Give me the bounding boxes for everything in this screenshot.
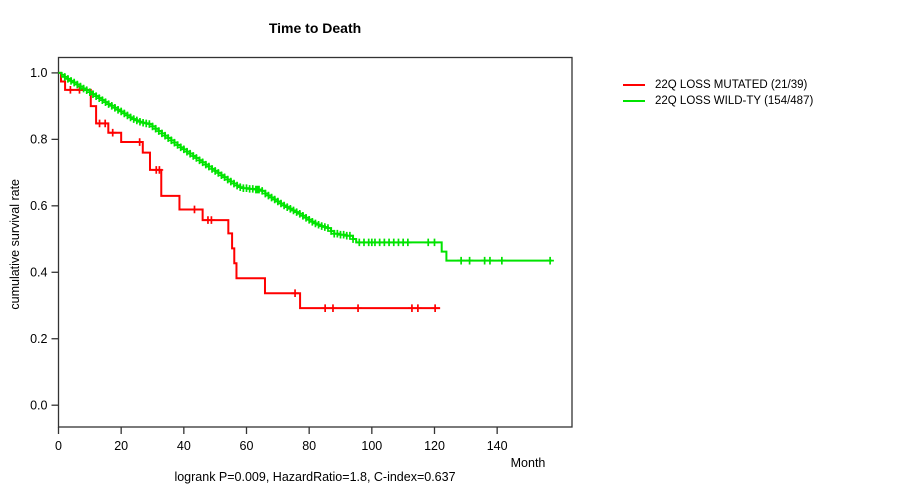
plot-title: Time to Death [268, 20, 362, 36]
y-tick-label: 0.8 [30, 133, 47, 147]
plot-frame [57, 56, 573, 428]
legend-item-wildtype: 22Q LOSS WILD-TY (154/487) [623, 95, 813, 107]
x-tick-label: 100 [361, 439, 382, 453]
y-tick-label: 1.0 [30, 66, 47, 80]
y-tick-label: 0.4 [30, 266, 47, 280]
legend-item-mutated: 22Q LOSS MUTATED (21/39) [623, 79, 813, 91]
censor-marks-0 [66, 86, 439, 312]
legend-line-swatch-red [623, 84, 645, 86]
stats-caption: logrank P=0.009, HazardRatio=1.8, C-inde… [174, 470, 456, 484]
y-tick-label: 0.6 [30, 199, 47, 213]
x-tick-label: 140 [487, 439, 508, 453]
x-tick-label: 60 [240, 439, 254, 453]
x-tick-label: 120 [424, 439, 445, 453]
y-tick-label: 0.2 [30, 332, 47, 346]
x-tick-label: 0 [55, 439, 62, 453]
survival-curve-0 [58, 71, 441, 310]
legend-label-mutated: 22Q LOSS MUTATED (21/39) [655, 79, 808, 91]
legend: 22Q LOSS MUTATED (21/39) 22Q LOSS WILD-T… [623, 79, 813, 111]
censor-marks-1 [60, 73, 554, 265]
legend-label-wildtype: 22Q LOSS WILD-TY (154/487) [655, 95, 814, 107]
y-tick-label: 0.0 [30, 399, 47, 413]
legend-line-swatch-green [623, 100, 645, 102]
x-axis-unit-label: Month [510, 456, 546, 470]
survival-curve-1 [58, 71, 552, 262]
x-tick-label: 40 [177, 439, 191, 453]
x-tick-label: 80 [302, 439, 316, 453]
x-tick-label: 20 [114, 439, 128, 453]
